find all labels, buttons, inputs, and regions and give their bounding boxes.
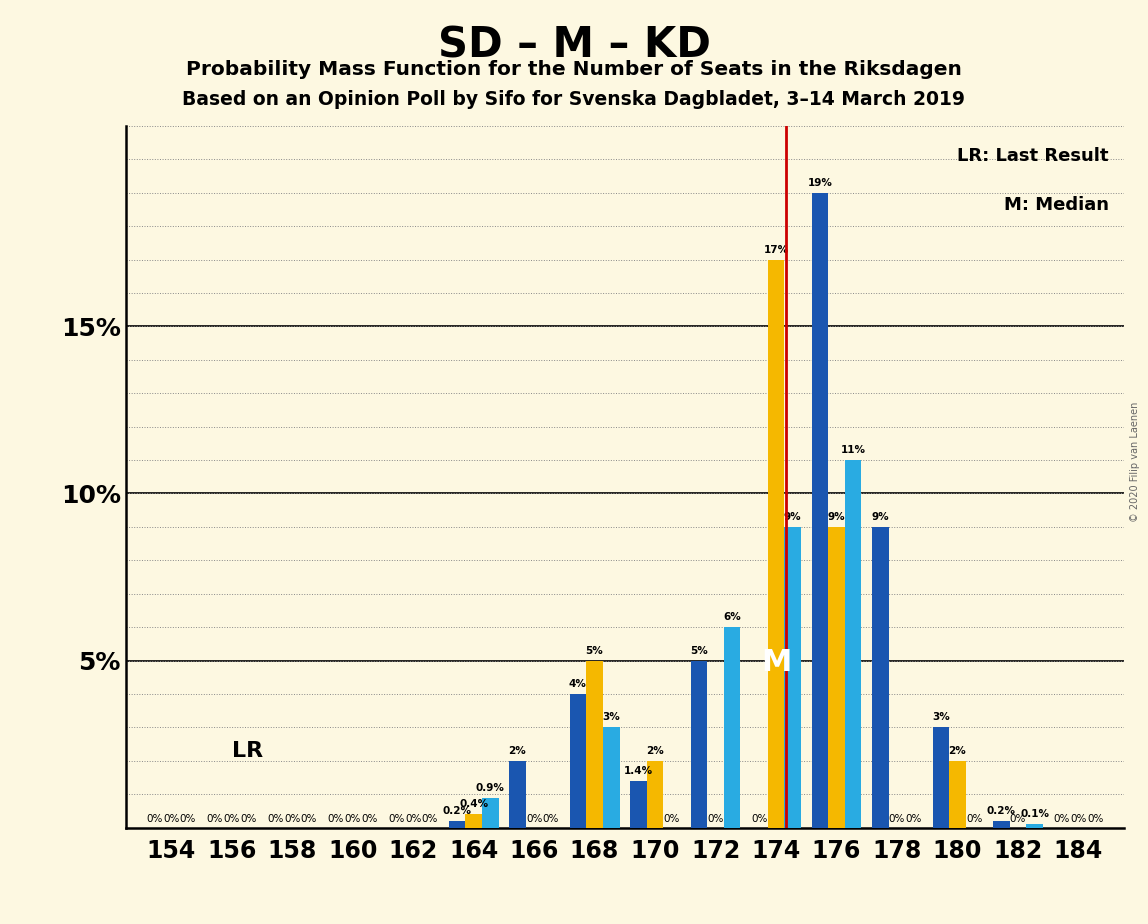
Text: © 2020 Filip van Laenen: © 2020 Filip van Laenen: [1130, 402, 1140, 522]
Text: 0%: 0%: [1010, 814, 1026, 823]
Bar: [1026, 824, 1042, 828]
Bar: [691, 661, 707, 828]
Text: Probability Mass Function for the Number of Seats in the Riksdagen: Probability Mass Function for the Number…: [186, 60, 962, 79]
Bar: [465, 814, 482, 828]
Text: 1.4%: 1.4%: [623, 766, 653, 776]
Text: 0%: 0%: [328, 814, 344, 823]
Text: 0%: 0%: [388, 814, 404, 823]
Bar: [932, 727, 949, 828]
Text: 4%: 4%: [569, 679, 587, 689]
Text: 0%: 0%: [362, 814, 378, 823]
Bar: [812, 193, 828, 828]
Text: 0%: 0%: [405, 814, 421, 823]
Text: 0.1%: 0.1%: [1021, 809, 1049, 820]
Text: 0%: 0%: [207, 814, 223, 823]
Bar: [993, 821, 1009, 828]
Text: 0%: 0%: [421, 814, 437, 823]
Text: 5%: 5%: [690, 646, 708, 656]
Text: 0%: 0%: [344, 814, 360, 823]
Text: 9%: 9%: [828, 512, 845, 522]
Bar: [784, 527, 801, 828]
Text: 19%: 19%: [807, 177, 832, 188]
Text: 11%: 11%: [840, 445, 866, 455]
Text: 6%: 6%: [723, 613, 742, 622]
Bar: [630, 781, 646, 828]
Bar: [872, 527, 889, 828]
Text: 0%: 0%: [179, 814, 196, 823]
Text: 9%: 9%: [784, 512, 801, 522]
Bar: [724, 627, 740, 828]
Text: LR: LR: [232, 741, 263, 760]
Text: 0%: 0%: [965, 814, 983, 823]
Text: 0%: 0%: [664, 814, 680, 823]
Bar: [828, 527, 845, 828]
Text: 0%: 0%: [284, 814, 301, 823]
Text: M: Median: M: Median: [1003, 196, 1109, 214]
Text: LR: Last Result: LR: Last Result: [957, 147, 1109, 165]
Bar: [646, 760, 664, 828]
Text: 0.9%: 0.9%: [475, 783, 505, 793]
Bar: [949, 760, 965, 828]
Text: SD – M – KD: SD – M – KD: [437, 25, 711, 67]
Text: 0%: 0%: [146, 814, 163, 823]
Text: 2%: 2%: [948, 746, 967, 756]
Text: 0%: 0%: [163, 814, 179, 823]
Text: 0%: 0%: [906, 814, 922, 823]
Text: 5%: 5%: [585, 646, 604, 656]
Text: 0%: 0%: [751, 814, 768, 823]
Text: 0%: 0%: [267, 814, 284, 823]
Text: 0%: 0%: [240, 814, 256, 823]
Text: 0%: 0%: [1087, 814, 1103, 823]
Text: 0.2%: 0.2%: [987, 806, 1016, 816]
Text: 0%: 0%: [301, 814, 317, 823]
Text: 0%: 0%: [543, 814, 559, 823]
Text: 0%: 0%: [1070, 814, 1087, 823]
Text: 0%: 0%: [889, 814, 905, 823]
Text: 2%: 2%: [646, 746, 664, 756]
Bar: [509, 760, 526, 828]
Text: 0.2%: 0.2%: [442, 806, 472, 816]
Text: 3%: 3%: [603, 712, 620, 723]
Text: 9%: 9%: [871, 512, 890, 522]
Bar: [449, 821, 465, 828]
Text: 0%: 0%: [526, 814, 542, 823]
Text: 17%: 17%: [763, 245, 789, 254]
Text: 0%: 0%: [707, 814, 723, 823]
Text: M: M: [761, 649, 791, 677]
Text: Based on an Opinion Poll by Sifo for Svenska Dagbladet, 3–14 March 2019: Based on an Opinion Poll by Sifo for Sve…: [183, 90, 965, 109]
Bar: [845, 460, 861, 828]
Text: 0.4%: 0.4%: [459, 799, 488, 809]
Bar: [482, 797, 498, 828]
Text: 3%: 3%: [932, 712, 949, 723]
Text: 0%: 0%: [224, 814, 240, 823]
Bar: [768, 260, 784, 828]
Bar: [587, 661, 603, 828]
Text: 0%: 0%: [1054, 814, 1070, 823]
Bar: [569, 694, 587, 828]
Bar: [603, 727, 620, 828]
Text: 2%: 2%: [509, 746, 526, 756]
